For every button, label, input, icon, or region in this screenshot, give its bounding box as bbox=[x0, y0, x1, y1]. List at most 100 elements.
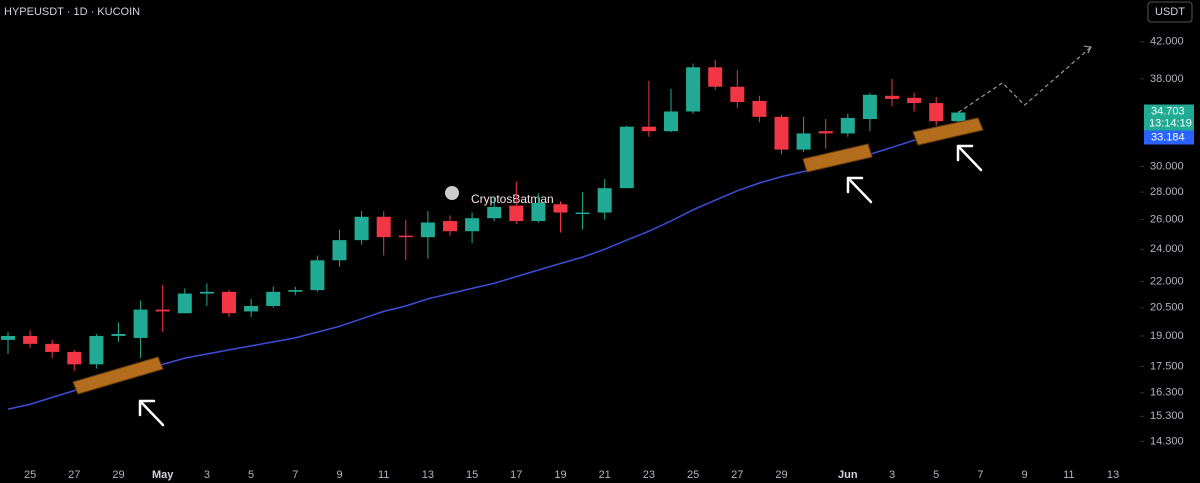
candle-body bbox=[553, 204, 568, 213]
candle-body bbox=[155, 309, 170, 312]
projection-line bbox=[957, 46, 1092, 113]
candle-body bbox=[1, 335, 15, 340]
candle-body bbox=[310, 260, 325, 291]
x-tick-label: 13 bbox=[1107, 469, 1119, 481]
candle-body bbox=[443, 221, 457, 232]
candle-body bbox=[796, 133, 811, 150]
candle-body bbox=[222, 291, 236, 314]
candle-body bbox=[133, 309, 148, 338]
x-tick-label: 3 bbox=[204, 469, 210, 481]
candle-body bbox=[840, 117, 855, 134]
candle-body bbox=[929, 103, 944, 122]
x-tick-label: 3 bbox=[889, 469, 895, 481]
x-tick-label: 7 bbox=[292, 469, 298, 481]
x-tick-label: 15 bbox=[466, 469, 478, 481]
arrows bbox=[138, 144, 983, 427]
y-tick-label: 22.000 bbox=[1150, 275, 1184, 287]
x-tick-label: 5 bbox=[933, 469, 939, 481]
x-tick-label: 11 bbox=[1063, 469, 1074, 481]
y-tick-label: 20.500 bbox=[1150, 302, 1184, 314]
candle-body bbox=[619, 126, 634, 189]
y-tick-label: 17.500 bbox=[1150, 360, 1184, 372]
y-tick-label: 19.000 bbox=[1150, 330, 1184, 342]
x-tick-label: 21 bbox=[599, 469, 611, 481]
candle-body bbox=[376, 216, 391, 238]
countdown: 13:14:19 bbox=[1149, 117, 1192, 129]
watermark-icon bbox=[445, 186, 459, 200]
y-tick-label: 28.000 bbox=[1150, 186, 1184, 198]
candle-body bbox=[708, 67, 723, 87]
candle-body bbox=[111, 334, 126, 336]
candle-body bbox=[45, 343, 60, 352]
candle-body bbox=[398, 235, 413, 238]
projection-arrowhead bbox=[1083, 45, 1092, 54]
x-tick-label: 29 bbox=[112, 469, 124, 481]
x-tick-label: 25 bbox=[24, 469, 36, 481]
y-tick-label: 26.000 bbox=[1150, 214, 1184, 226]
candle-body bbox=[752, 100, 767, 117]
x-tick-label: 25 bbox=[687, 469, 699, 481]
support-zone bbox=[72, 356, 164, 395]
x-tick-label: Jun bbox=[838, 469, 858, 481]
candle-body bbox=[89, 335, 104, 365]
last-price: 34.703 bbox=[1151, 105, 1185, 117]
currency-box[interactable] bbox=[1147, 1, 1193, 23]
symbol-title: HYPEUSDT · 1D · KUCOIN bbox=[4, 6, 140, 18]
candle-body bbox=[177, 293, 192, 314]
x-tick-label: 27 bbox=[68, 469, 80, 481]
candle-body bbox=[686, 67, 701, 112]
y-tick-label: 14.300 bbox=[1150, 435, 1184, 447]
x-tick-label: 11 bbox=[378, 469, 389, 481]
candle-body bbox=[288, 290, 303, 292]
candle-body bbox=[266, 291, 281, 306]
arrow bbox=[846, 176, 873, 204]
y-tick-label: 30.000 bbox=[1150, 160, 1184, 172]
x-tick-label: 23 bbox=[643, 469, 655, 481]
support-zone bbox=[802, 143, 873, 173]
ema-line bbox=[7, 128, 959, 410]
y-tick-label: 42.000 bbox=[1150, 36, 1184, 48]
candle-body bbox=[465, 218, 480, 232]
plot: 42.000 38.000 30.000 28.000 26.000 24.000 22.0… bbox=[1, 36, 1194, 481]
x-tick-label: 27 bbox=[731, 469, 743, 481]
candle-body bbox=[420, 222, 435, 238]
x-tick-label: 19 bbox=[554, 469, 566, 481]
candle-body bbox=[244, 305, 259, 312]
candle-body bbox=[862, 94, 877, 120]
candle-body bbox=[774, 116, 789, 150]
x-tick-label: 13 bbox=[422, 469, 434, 481]
candle-body bbox=[664, 111, 678, 132]
x-tick-label: 17 bbox=[510, 469, 522, 481]
candle-body bbox=[354, 216, 369, 241]
candle-body bbox=[332, 240, 347, 261]
candle-body bbox=[730, 86, 745, 103]
candle-body bbox=[951, 112, 966, 122]
y-tick-label: 38.000 bbox=[1150, 73, 1184, 85]
last-price-box bbox=[1144, 104, 1194, 131]
candle-body bbox=[597, 188, 612, 213]
x-tick-label: 7 bbox=[977, 469, 983, 481]
x-tick-label: May bbox=[152, 469, 174, 481]
annotations bbox=[72, 117, 984, 427]
candle-body bbox=[907, 97, 922, 104]
candle-body bbox=[531, 202, 546, 222]
ema-price-box bbox=[1144, 130, 1194, 145]
arrow bbox=[138, 399, 165, 427]
candle-body bbox=[509, 205, 524, 222]
ema-price: 33.184 bbox=[1151, 131, 1185, 143]
candle-body bbox=[487, 206, 502, 219]
arrow bbox=[956, 144, 983, 172]
candle-body bbox=[818, 131, 833, 134]
candle-body bbox=[641, 126, 656, 132]
candle-body bbox=[23, 335, 38, 344]
x-tick-label: 9 bbox=[336, 469, 342, 481]
currency[interactable]: USDT bbox=[1155, 6, 1185, 18]
x-tick-label: 29 bbox=[775, 469, 787, 481]
support-zone bbox=[912, 117, 984, 146]
x-tick-label: 5 bbox=[248, 469, 254, 481]
y-tick-label: 24.000 bbox=[1150, 243, 1184, 255]
candle-body bbox=[575, 212, 590, 215]
watermark: CryptosBatman bbox=[471, 192, 554, 206]
